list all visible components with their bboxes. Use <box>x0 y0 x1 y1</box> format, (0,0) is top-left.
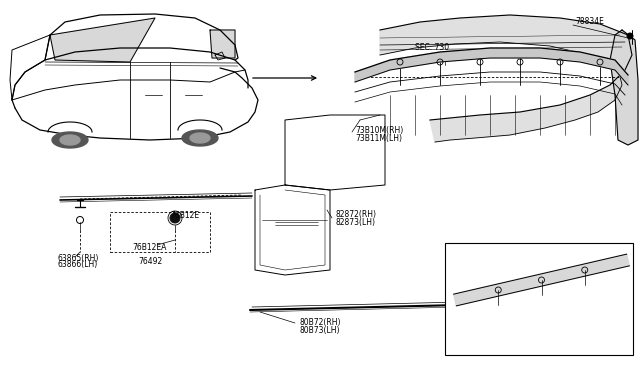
Text: 80B73(LH): 80B73(LH) <box>300 326 340 334</box>
Polygon shape <box>50 18 155 62</box>
Text: 73B11M(LH): 73B11M(LH) <box>355 134 402 142</box>
Polygon shape <box>190 133 210 143</box>
Circle shape <box>170 213 180 223</box>
Polygon shape <box>52 132 88 148</box>
Text: 63866(LH): 63866(LH) <box>58 260 99 269</box>
Polygon shape <box>182 130 218 146</box>
Text: 80B72(RH): 80B72(RH) <box>300 317 342 327</box>
Text: 73B10M(RH): 73B10M(RH) <box>453 260 501 269</box>
Polygon shape <box>60 135 80 145</box>
Text: 73B10M(RH): 73B10M(RH) <box>355 125 403 135</box>
Text: 73B11M(LH): 73B11M(LH) <box>453 269 500 278</box>
Text: SEC. 730: SEC. 730 <box>415 44 449 52</box>
Polygon shape <box>454 254 629 306</box>
Text: 82872(RH): 82872(RH) <box>335 211 376 219</box>
Text: 63865(RH): 63865(RH) <box>58 253 99 263</box>
Bar <box>445 243 633 355</box>
Text: 76B12E: 76B12E <box>170 211 199 219</box>
Text: SUN ROOF: SUN ROOF <box>450 247 490 256</box>
Text: J766009N: J766009N <box>596 346 631 352</box>
Text: 76B12EA: 76B12EA <box>132 244 166 253</box>
Circle shape <box>627 33 633 39</box>
Bar <box>110 212 210 252</box>
Text: 82873(LH): 82873(LH) <box>335 218 375 227</box>
Polygon shape <box>210 30 235 58</box>
Text: 78834E: 78834E <box>575 17 604 26</box>
Polygon shape <box>380 15 632 142</box>
Polygon shape <box>355 48 628 85</box>
Polygon shape <box>610 30 638 145</box>
Text: 76492: 76492 <box>138 257 163 266</box>
